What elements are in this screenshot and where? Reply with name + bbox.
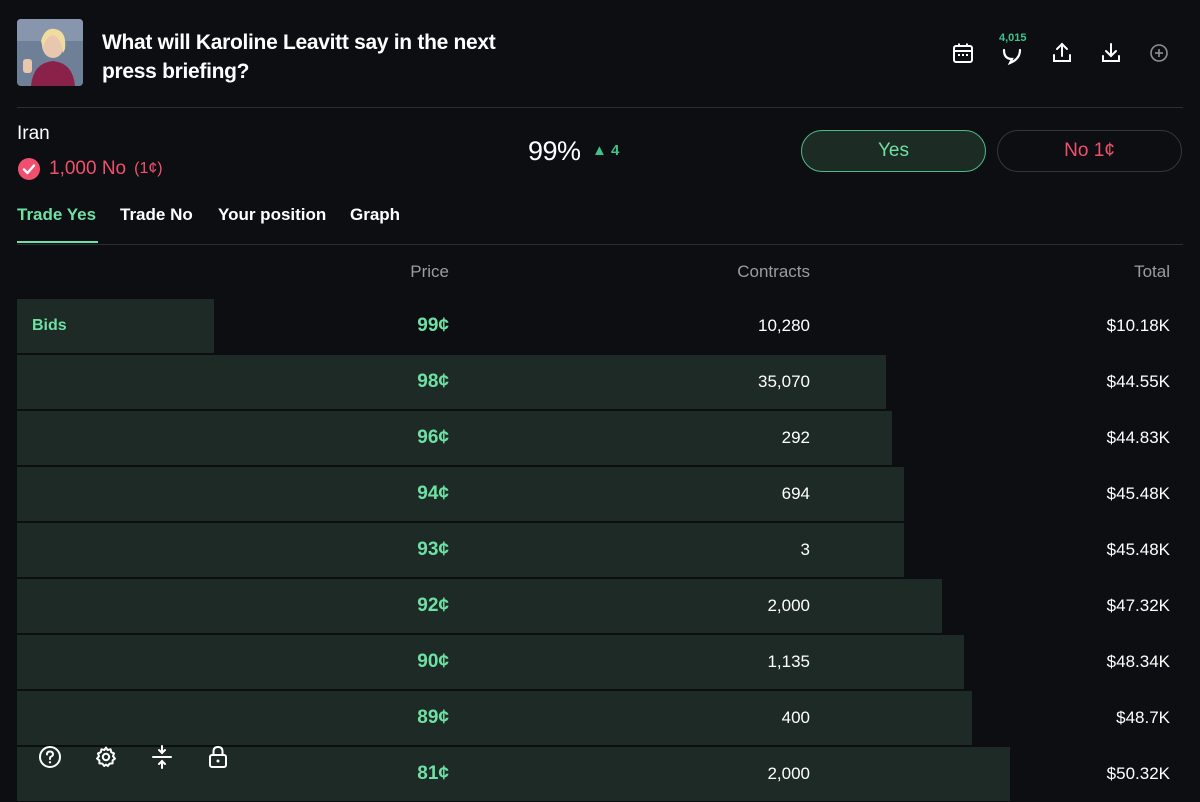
table-row[interactable]: 93¢ 3 $45.48K <box>17 523 1183 577</box>
bid-contracts: 10,280 <box>758 316 810 335</box>
page-title: What will Karoline Leavitt say in the ne… <box>102 31 496 83</box>
bid-price: 92¢ <box>417 595 449 616</box>
user-position: 1,000 No (1¢) <box>17 156 163 182</box>
bid-price: 90¢ <box>417 651 449 672</box>
bid-price: 98¢ <box>417 371 449 392</box>
bid-price: 81¢ <box>417 763 449 784</box>
table-row[interactable]: 90¢ 1,135 $48.34K <box>17 635 1183 689</box>
bid-total: $10.18K <box>1106 316 1170 335</box>
market-header: What will Karoline Leavitt say in the ne… <box>17 18 1183 108</box>
depth-bar <box>17 635 964 689</box>
bid-price: 89¢ <box>417 707 449 728</box>
add-button[interactable] <box>1146 40 1172 66</box>
bid-total: $44.83K <box>1106 428 1170 447</box>
bid-contracts: 292 <box>781 428 810 447</box>
bid-price: 94¢ <box>417 483 449 504</box>
bid-contracts: 400 <box>781 708 810 727</box>
calendar-icon <box>953 43 973 63</box>
active-tab-indicator <box>17 241 98 243</box>
column-header-total: Total <box>1134 262 1170 281</box>
trade-tabs: Trade Yes Trade No Your position Graph <box>17 197 1183 245</box>
comment-icon <box>1002 48 1022 65</box>
table-row[interactable]: 96¢ 292 $44.83K <box>17 411 1183 465</box>
depth-bar <box>17 411 892 465</box>
depth-bar <box>17 299 215 353</box>
bid-contracts: 3 <box>800 540 810 559</box>
market-thumbnail <box>17 19 83 86</box>
download-button[interactable] <box>1098 40 1124 66</box>
table-row[interactable]: 92¢ 2,000 $47.32K <box>17 579 1183 633</box>
column-header-price: Price <box>410 262 449 281</box>
bid-contracts: 694 <box>781 484 810 503</box>
buy-yes-button[interactable]: Yes <box>801 130 986 172</box>
probability: 99% <box>528 136 581 166</box>
check-circle-icon <box>18 158 40 180</box>
bid-price: 96¢ <box>417 427 449 448</box>
depth-bar <box>17 747 1011 801</box>
lock-button[interactable] <box>205 744 231 770</box>
bid-total: $48.34K <box>1106 652 1170 671</box>
table-row[interactable]: 89¢ 400 $48.7K <box>17 691 1183 745</box>
bid-contracts: 1,135 <box>767 652 810 671</box>
tab-trade-no[interactable]: Trade No <box>120 205 193 224</box>
bid-total: $47.32K <box>1106 596 1170 615</box>
collapse-button[interactable] <box>149 744 175 770</box>
bid-price: 99¢ <box>417 315 449 336</box>
settings-icon <box>96 746 116 767</box>
share-button[interactable] <box>1049 40 1075 66</box>
settings-button[interactable] <box>93 744 119 770</box>
position-amount: 1,000 No <box>49 158 127 179</box>
depth-bar <box>17 579 942 633</box>
depth-bar <box>17 523 905 577</box>
buy-no-button[interactable]: No 1¢ <box>997 130 1182 172</box>
table-row[interactable]: 98¢ 35,070 $44.55K <box>17 355 1183 409</box>
position-price: (1¢) <box>134 160 163 177</box>
share-icon <box>1053 42 1071 62</box>
bid-total: $50.32K <box>1106 764 1170 783</box>
bid-total: $45.48K <box>1106 540 1170 559</box>
table-row[interactable]: 81¢ 2,000 $50.32K <box>17 747 1183 801</box>
tab-graph[interactable]: Graph <box>350 205 401 224</box>
comments-button[interactable] <box>999 40 1025 66</box>
bid-total: $44.55K <box>1106 372 1170 391</box>
market-outcome-label: Iran <box>17 123 50 144</box>
bid-contracts: 2,000 <box>767 596 810 615</box>
depth-bar <box>17 467 905 521</box>
help-icon <box>39 746 61 768</box>
bottom-toolbar <box>37 743 231 771</box>
lock-icon <box>209 745 227 768</box>
depth-bar <box>17 355 886 409</box>
bid-contracts: 35,070 <box>758 372 810 391</box>
table-row[interactable]: Bids 99¢ 10,280 $10.18K <box>17 299 1183 353</box>
bid-price: 93¢ <box>417 539 449 560</box>
download-icon <box>1102 43 1120 62</box>
bids-label: Bids <box>32 317 67 334</box>
probability-change: ▲ 4 <box>592 142 620 159</box>
calendar-button[interactable] <box>950 40 976 66</box>
table-row[interactable]: 94¢ 694 $45.48K <box>17 467 1183 521</box>
bid-total: $45.48K <box>1106 484 1170 503</box>
tab-your-position[interactable]: Your position <box>218 205 327 224</box>
tab-trade-yes[interactable]: Trade Yes <box>17 205 97 224</box>
add-icon <box>1150 44 1168 62</box>
bid-contracts: 2,000 <box>767 764 810 783</box>
column-header-contracts: Contracts <box>737 262 810 281</box>
bid-total: $48.7K <box>1116 708 1170 727</box>
help-button[interactable] <box>37 744 63 770</box>
collapse-icon <box>152 745 172 769</box>
comment-count: 4,015 <box>999 32 1027 44</box>
depth-bar <box>17 691 972 745</box>
